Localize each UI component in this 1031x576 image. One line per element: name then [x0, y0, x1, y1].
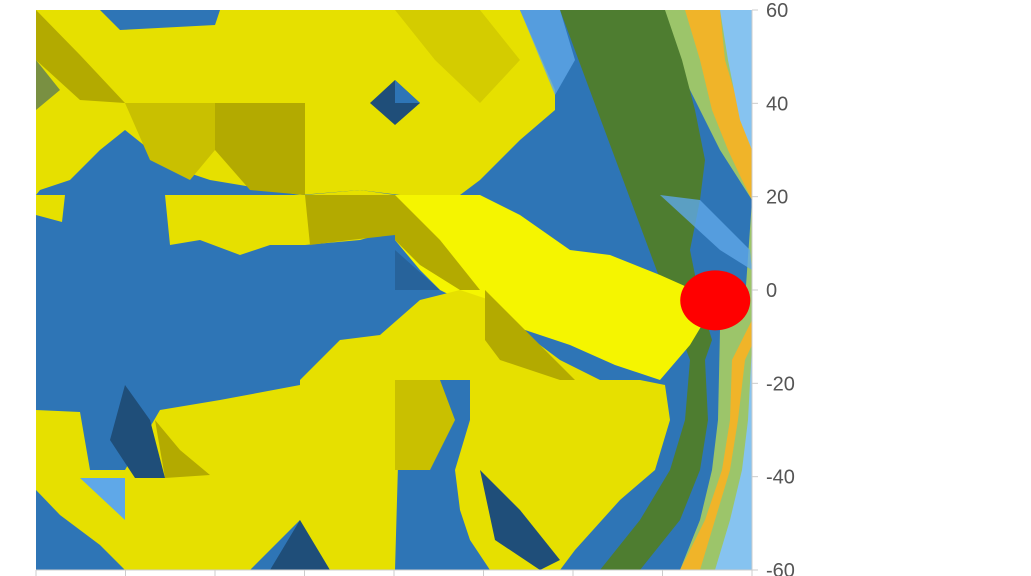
band-pale-blue-bottom: [715, 345, 752, 570]
shade-light-blue-right: [660, 195, 752, 270]
band-dark-green: [560, 10, 712, 570]
shade-dark-blue-left: [36, 60, 60, 110]
region-yellow-diagonal: [395, 195, 705, 380]
region-yellow-top-dark-left: [36, 10, 125, 103]
shade-light-blue-top: [520, 10, 575, 95]
region-blue-bottom-right-shadow: [480, 470, 560, 570]
band-orange-bottom: [640, 320, 752, 570]
region-yellow-band-mid-dark: [305, 195, 395, 245]
region-yellow-bottom-main: [300, 290, 670, 570]
y-tick-label: -20: [766, 373, 795, 395]
hole-blue-bottom-left: [110, 385, 165, 478]
y-tick-label: 60: [766, 0, 788, 22]
region-yellow-bottom-dark: [485, 290, 575, 380]
region-yellow-top-right-shade: [395, 10, 520, 103]
y-ticks: 60 40 20 0 -20 -40 -60: [752, 0, 795, 576]
region-yellow-top-dark-mid: [215, 103, 305, 195]
hole-blue-top-light: [395, 80, 420, 103]
hole-blue-bottom-mid: [270, 520, 330, 570]
y-tick-label: -40: [766, 467, 795, 489]
hole-light-blue-bottom: [80, 478, 125, 520]
y-tick-label: -60: [766, 560, 795, 576]
y-tick-label: 0: [766, 280, 777, 302]
band-orange: [685, 10, 752, 200]
plot-area: [36, 10, 752, 570]
y-tick-label: 20: [766, 187, 788, 209]
region-yellow-diagonal-dark: [395, 195, 480, 290]
shade-dark-blue-mid: [395, 250, 440, 290]
red-marker: [680, 270, 751, 331]
region-yellow-bottom-shade: [395, 380, 455, 470]
y-tick-label: 40: [766, 93, 788, 115]
region-yellow-left-spur: [36, 195, 65, 222]
x-ticks: [35, 570, 753, 576]
region-yellow-bottom-left-dark: [155, 420, 210, 478]
band-pale-blue: [720, 10, 752, 150]
region-yellow-top-shadow: [125, 103, 215, 180]
